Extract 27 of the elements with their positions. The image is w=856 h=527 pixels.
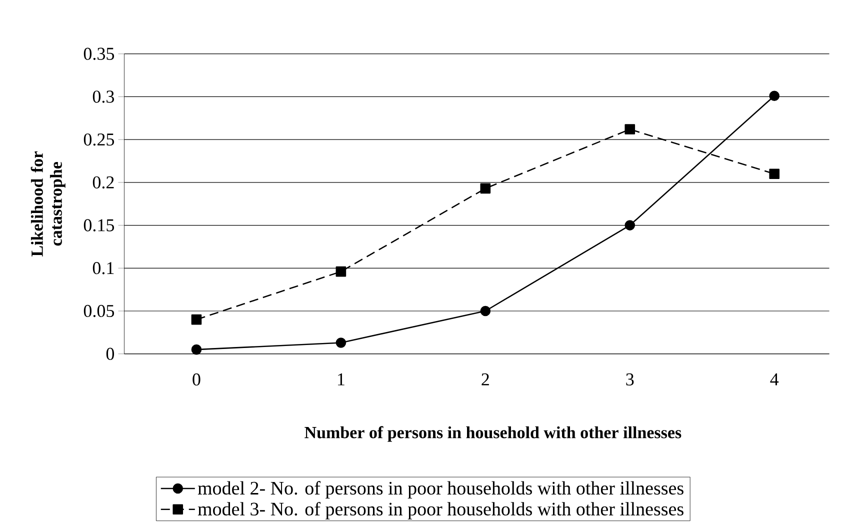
x-tick-label: 4 (770, 373, 779, 386)
legend-label: model 3- No. of persons in poor households with other illnesses (198, 502, 684, 520)
y-tick-label: 0.1 (92, 262, 114, 274)
y-tick-label: 0.25 (84, 133, 114, 146)
point (336, 266, 346, 277)
point (769, 168, 780, 180)
point (480, 183, 491, 194)
x-tick-label: 0 (192, 373, 200, 386)
y-tick-label: 0.2 (92, 176, 114, 189)
x-tick-label: 2 (482, 373, 489, 386)
y-tick-label: 0.05 (84, 304, 114, 318)
point (480, 306, 491, 316)
point (624, 220, 636, 230)
legend-label: model 2- No. of persons in poor households with other illnesses (198, 481, 684, 498)
x-tick-label: 1 (338, 373, 344, 386)
y-tick-label: 0.15 (84, 219, 114, 232)
y-tick-label: 0.35 (84, 48, 114, 60)
y-tick-label: 0.3 (92, 90, 114, 103)
x-axis-title: Number of persons in household with other illnesses (304, 426, 682, 442)
x-tick-label: 3 (626, 373, 634, 386)
y-tick-label: 0 (106, 348, 114, 360)
y-axis-title: Likelihood for catastrophe (30, 151, 66, 256)
point (336, 338, 346, 348)
point (769, 90, 780, 102)
point (191, 344, 202, 355)
point (624, 124, 636, 134)
point (191, 314, 202, 325)
